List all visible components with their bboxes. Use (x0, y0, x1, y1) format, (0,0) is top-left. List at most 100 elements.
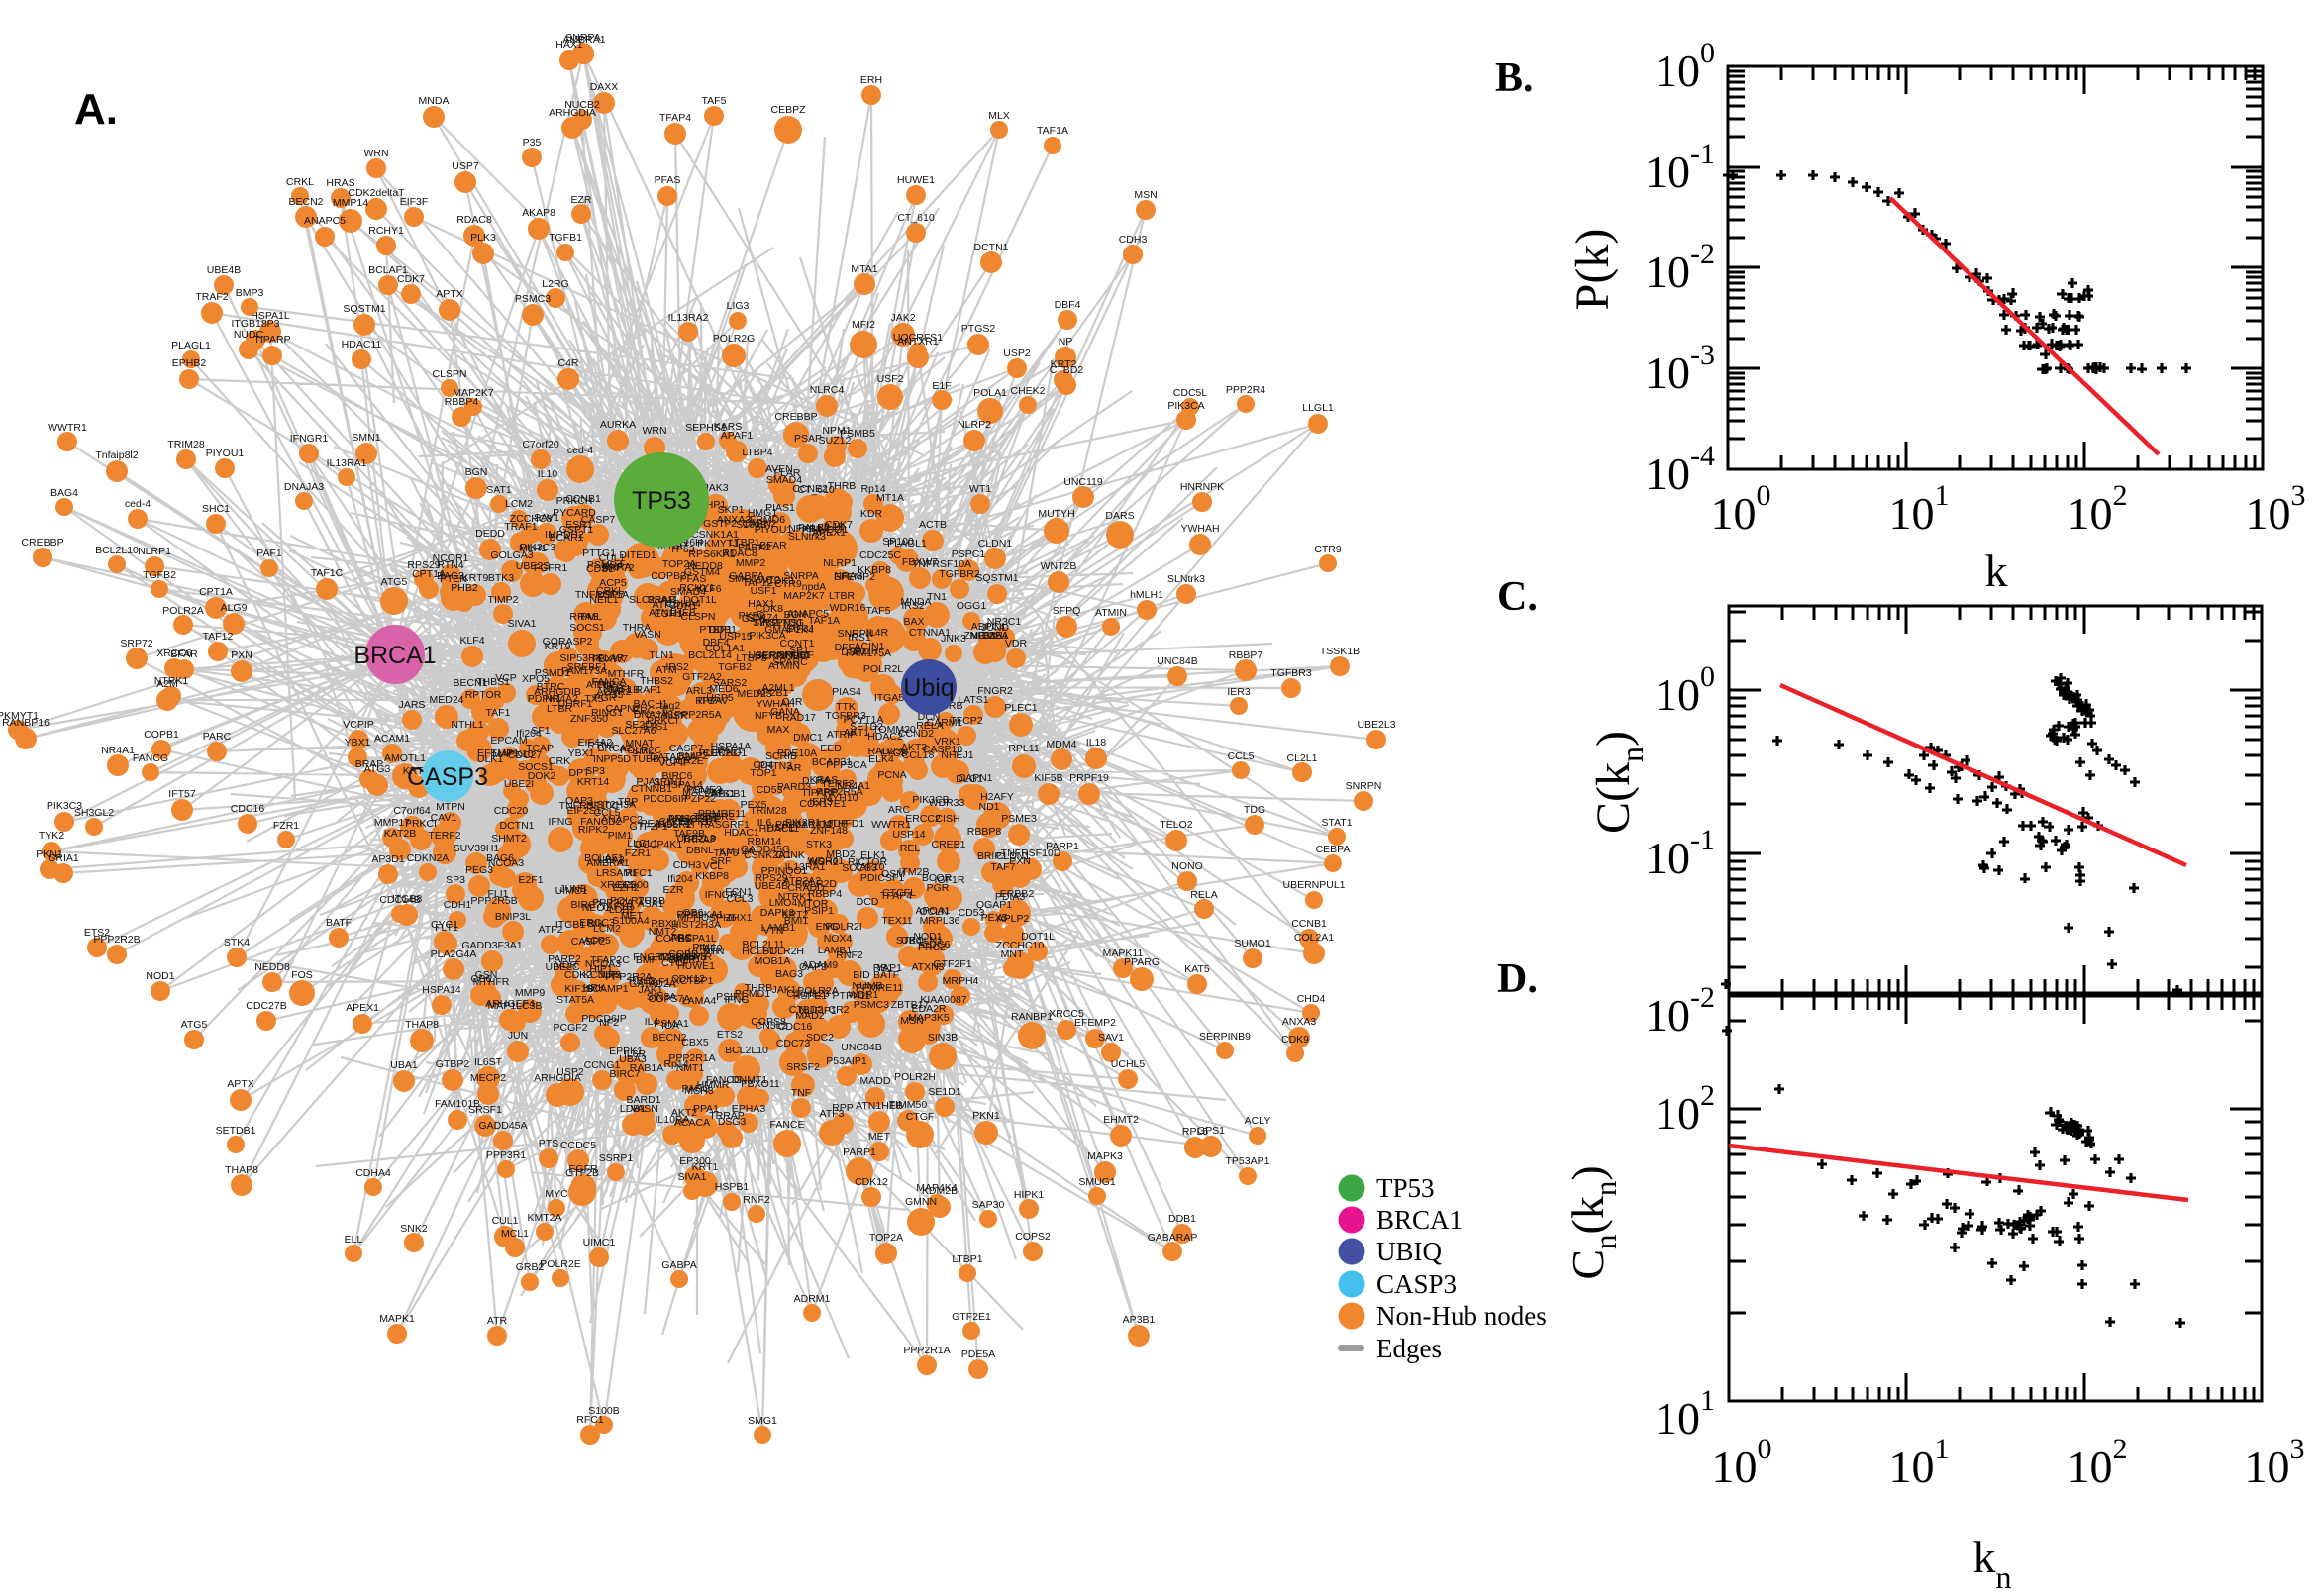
svg-text:PPA1: PPA1 (693, 1103, 719, 1115)
svg-text:POLR2L: POLR2L (863, 663, 903, 675)
svg-text:CPT1A: CPT1A (412, 568, 446, 580)
svg-text:TNF: TNF (791, 1087, 811, 1099)
svg-text:CREB1: CREB1 (931, 839, 965, 850)
svg-text:MNT: MNT (1001, 948, 1024, 960)
svg-text:ATF3: ATF3 (820, 1108, 845, 1120)
svg-text:HIPK1: HIPK1 (1014, 1189, 1045, 1201)
svg-text:FAM101B: FAM101B (435, 1098, 480, 1110)
svg-text:CDK12: CDK12 (855, 1176, 888, 1188)
svg-text:PIYOU1: PIYOU1 (206, 448, 245, 459)
svg-text:CHEK2: CHEK2 (1010, 385, 1045, 397)
svg-text:FANCG: FANCG (706, 1074, 742, 1086)
svg-text:RFC1: RFC1 (625, 867, 653, 879)
svg-text:ZBTB17: ZBTB17 (891, 999, 930, 1011)
svg-text:CT_610: CT_610 (897, 212, 935, 224)
svg-text:CTGF: CTGF (906, 1111, 935, 1123)
svg-text:ced-4: ced-4 (567, 445, 593, 456)
svg-text:TGFBR3: TGFBR3 (1270, 667, 1312, 679)
svg-text:CUL1: CUL1 (492, 1215, 519, 1227)
svg-text:JUN: JUN (508, 1030, 528, 1042)
svg-text:FZR1: FZR1 (625, 848, 651, 859)
svg-text:FANCE: FANCE (769, 1119, 804, 1131)
svg-text:TGFB2: TGFB2 (143, 569, 176, 581)
svg-text:UBA3: UBA3 (597, 854, 625, 866)
svg-text:TFAP4: TFAP4 (659, 112, 691, 124)
svg-text:ARHGDIB: ARHGDIB (534, 686, 581, 698)
svg-text:RXRA: RXRA (602, 561, 631, 573)
svg-text:DNAJA3: DNAJA3 (284, 481, 324, 493)
svg-text:A2M: A2M (156, 678, 178, 690)
svg-text:PPARG: PPARG (1124, 956, 1160, 968)
svg-text:UNC119: UNC119 (1063, 476, 1103, 488)
svg-text:POLR2C: POLR2C (620, 745, 661, 756)
svg-text:KAT5: KAT5 (1184, 963, 1210, 975)
svg-text:DAXX: DAXX (590, 81, 619, 93)
svg-text:VCPIP: VCPIP (343, 719, 374, 731)
svg-text:ITGB8: ITGB8 (392, 893, 423, 905)
svg-text:APTX: APTX (436, 288, 462, 300)
svg-text:PPP3R1: PPP3R1 (486, 1149, 526, 1161)
svg-text:MYC: MYC (545, 1188, 568, 1200)
svg-text:PSME3: PSME3 (1001, 813, 1037, 825)
svg-text:NLRP1: NLRP1 (823, 557, 857, 569)
svg-text:EZR: EZR (663, 884, 684, 896)
svg-text:RBBP4: RBBP4 (808, 888, 843, 900)
svg-text:EIF3F: EIF3F (400, 196, 429, 208)
svg-text:GABPA: GABPA (661, 1259, 696, 1271)
svg-text:KRT2: KRT2 (782, 909, 809, 921)
svg-text:TDG: TDG (1244, 804, 1265, 816)
svg-text:MCL1: MCL1 (501, 1228, 529, 1240)
svg-text:NF2: NF2 (599, 1017, 619, 1029)
svg-text:RPS6KA1: RPS6KA1 (676, 909, 723, 921)
svg-text:EP300: EP300 (617, 879, 649, 891)
svg-text:VASN: VASN (634, 629, 661, 641)
svg-text:MFI2: MFI2 (852, 319, 875, 331)
svg-text:WT1: WT1 (969, 483, 991, 495)
svg-text:PDE5A: PDE5A (961, 1348, 995, 1360)
svg-text:RFC1: RFC1 (576, 1414, 604, 1426)
svg-text:C7orf20: C7orf20 (522, 439, 559, 450)
svg-text:PCNA: PCNA (877, 769, 906, 781)
svg-text:XRCC6: XRCC6 (156, 648, 192, 659)
svg-text:SF1: SF1 (531, 725, 550, 737)
svg-text:BID: BID (853, 969, 870, 981)
svg-text:HUWE1: HUWE1 (897, 174, 935, 186)
svg-text:SERPINB9: SERPINB9 (1199, 1031, 1251, 1043)
svg-text:MDM4: MDM4 (1047, 739, 1077, 750)
svg-text:TP53AP1: TP53AP1 (1226, 1155, 1270, 1167)
svg-text:HSPA14: HSPA14 (422, 984, 461, 996)
svg-text:OSM: OSM (881, 868, 905, 880)
svg-text:USF1: USF1 (751, 585, 777, 597)
svg-text:NR4A1: NR4A1 (837, 780, 870, 792)
svg-text:TIMP2: TIMP2 (488, 594, 519, 606)
svg-text:CAPN2: CAPN2 (742, 518, 776, 530)
svg-text:UBE4B: UBE4B (207, 264, 241, 276)
svg-text:CDC20: CDC20 (494, 805, 529, 817)
svg-text:RPP: RPP (695, 695, 717, 707)
svg-text:SHC1: SHC1 (202, 503, 230, 515)
svg-text:UBE2S: UBE2S (516, 560, 550, 572)
svg-text:PPINQO1: PPINQO1 (802, 524, 849, 536)
svg-text:STK74: STK74 (747, 612, 778, 624)
svg-text:SMG1: SMG1 (748, 1415, 777, 1427)
svg-text:LATS1: LATS1 (958, 694, 988, 706)
svg-text:DCTN1: DCTN1 (499, 820, 534, 832)
svg-text:BAG3: BAG3 (437, 570, 464, 582)
svg-text:FZR1: FZR1 (273, 820, 299, 832)
svg-text:TIPARP: TIPARP (253, 334, 290, 346)
svg-text:IL4: IL4 (645, 1016, 659, 1028)
svg-text:TIMM50: TIMM50 (889, 1099, 928, 1111)
svg-text:A.: A. (74, 85, 118, 134)
svg-text:APEX1: APEX1 (346, 1002, 379, 1014)
svg-text:PARP1: PARP1 (1046, 841, 1079, 852)
svg-text:SMUG1: SMUG1 (1078, 1176, 1116, 1188)
svg-text:USP7: USP7 (452, 160, 479, 172)
svg-text:MAPK3: MAPK3 (1087, 1150, 1123, 1162)
svg-text:IL6R: IL6R (624, 1048, 647, 1060)
svg-text:ALG9: ALG9 (221, 602, 248, 614)
svg-text:RTN4: RTN4 (587, 740, 614, 751)
svg-text:TAF1B: TAF1B (601, 901, 633, 913)
svg-text:RNF2: RNF2 (836, 949, 863, 961)
svg-text:BFAR: BFAR (170, 648, 198, 660)
svg-text:TNFRSF10D: TNFRSF10D (1001, 848, 1061, 859)
